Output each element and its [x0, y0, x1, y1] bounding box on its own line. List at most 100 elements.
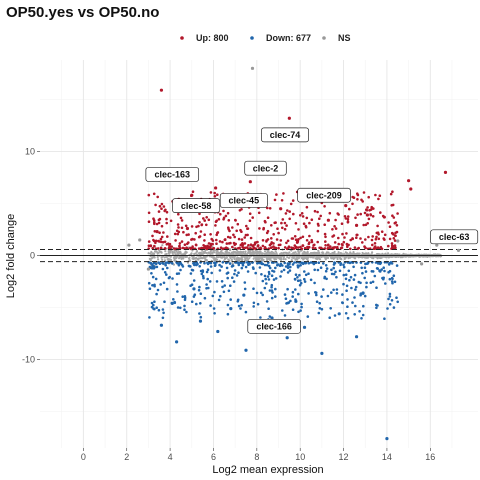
down-point [264, 277, 268, 281]
up-point [261, 239, 265, 242]
up-point [193, 238, 196, 241]
down-point [252, 301, 256, 305]
up-point [340, 243, 344, 246]
up-point [226, 211, 230, 215]
up-point [266, 238, 270, 241]
down-point [317, 311, 321, 315]
ns-point [171, 251, 174, 254]
up-point [284, 212, 288, 215]
down-point [302, 325, 307, 329]
down-point [170, 301, 174, 306]
down-point [342, 263, 345, 267]
up-point [366, 206, 369, 209]
up-point [375, 235, 378, 239]
down-point [240, 303, 243, 307]
up-point [283, 227, 287, 231]
up-point [287, 245, 291, 248]
up-point [151, 247, 154, 250]
up-point [194, 231, 197, 235]
up-point [242, 246, 245, 250]
up-point [147, 220, 151, 223]
down-point [162, 311, 165, 315]
up-point [332, 234, 336, 237]
ns-point [301, 257, 304, 260]
up-point [362, 191, 366, 194]
up-point [369, 208, 373, 211]
up-point [277, 231, 280, 235]
down-point [386, 307, 389, 310]
up-point [371, 243, 374, 247]
ns-point [186, 261, 190, 264]
ns-point [349, 251, 352, 254]
down-point [294, 288, 297, 291]
up-point [354, 223, 359, 227]
down-point [303, 280, 307, 283]
up-point [300, 247, 304, 251]
down-point [317, 261, 321, 265]
up-point [336, 245, 339, 249]
down-point [199, 292, 203, 296]
up-point [377, 237, 381, 241]
down-point [351, 301, 354, 304]
up-point [356, 213, 359, 216]
down-point [283, 314, 287, 317]
down-point [344, 277, 348, 281]
ns-point [390, 253, 393, 256]
ns-point [365, 256, 368, 259]
down-point [209, 265, 213, 268]
down-point [252, 287, 255, 291]
down-point [166, 266, 169, 270]
down-point [346, 305, 349, 309]
up-point [345, 242, 349, 246]
up-point [326, 218, 330, 222]
up-point [179, 216, 183, 220]
up-point [276, 227, 279, 230]
down-point [330, 268, 333, 272]
down-point [346, 316, 350, 320]
gene-label-text: clec-209 [306, 190, 342, 200]
up-point [219, 246, 223, 249]
down-point [217, 298, 221, 302]
legend-key [180, 36, 184, 40]
down-point [237, 304, 241, 308]
up-point [374, 237, 378, 241]
down-point [151, 266, 155, 269]
up-point [363, 211, 367, 215]
ns-point [257, 259, 260, 262]
down-point [283, 293, 287, 296]
up-point [259, 246, 262, 250]
ns-point [151, 256, 154, 259]
up-point [182, 230, 185, 234]
down-point [256, 302, 260, 306]
down-point [309, 278, 313, 282]
up-point [369, 213, 373, 217]
down-point [153, 300, 156, 304]
ns-point [297, 250, 300, 253]
ns-point [225, 256, 228, 259]
ns-point [343, 257, 346, 260]
ns-point [318, 251, 321, 254]
ns-point [317, 249, 320, 252]
down-point [203, 261, 206, 265]
ns-point [182, 255, 185, 259]
legend: Up: 800 Down: 677 NS [180, 33, 351, 43]
up-point [275, 193, 278, 196]
gene-label-box [244, 160, 287, 176]
up-point [209, 233, 212, 236]
ns-point [242, 250, 245, 253]
down-point [267, 278, 271, 281]
down-point [270, 283, 274, 287]
up-point [346, 215, 350, 218]
down-point [296, 279, 300, 283]
down-point [226, 312, 230, 316]
up-point [394, 246, 397, 249]
ns-point [316, 256, 319, 259]
up-point [268, 207, 272, 210]
down-point [353, 313, 357, 316]
down-point [235, 274, 239, 277]
ns-point [404, 255, 407, 258]
ns-point [227, 258, 230, 261]
down-point [198, 312, 201, 315]
down-point [388, 262, 391, 265]
up-point [301, 244, 305, 247]
